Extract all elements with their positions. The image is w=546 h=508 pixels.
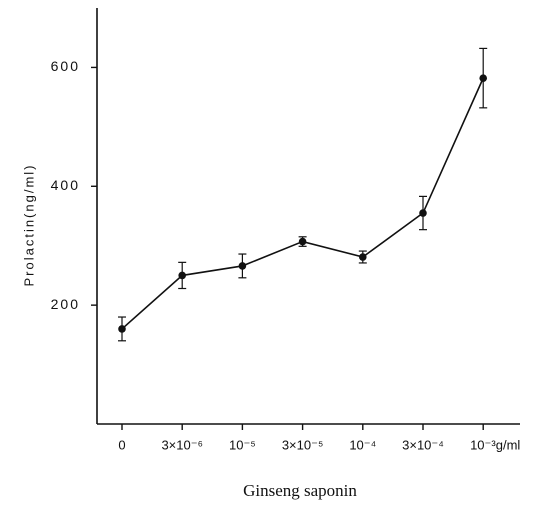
data-point — [118, 325, 126, 333]
y-tick-label: 600 — [51, 58, 80, 74]
x-tick-label: 0 — [118, 437, 125, 452]
x-tick-label: 3×10⁻⁵ — [282, 437, 324, 452]
y-tick-label: 400 — [51, 177, 80, 193]
data-line — [121, 77, 484, 330]
x-tick-label: 10⁻³g/ml — [470, 437, 520, 452]
data-point — [238, 262, 247, 270]
y-tick-label: 200 — [51, 296, 80, 312]
data-point — [298, 237, 307, 246]
data-point — [178, 271, 186, 280]
x-tick-label: 10⁻⁴ — [349, 437, 376, 452]
data-point — [419, 209, 427, 217]
x-axis-label: Ginseng saponin — [243, 481, 357, 500]
x-tick-label: 3×10⁻⁴ — [402, 437, 444, 452]
y-axis-label: Prolactin(ng/ml) — [21, 163, 36, 286]
x-tick-label: 10⁻⁵ — [229, 437, 256, 452]
data-point — [479, 74, 488, 82]
x-tick-label: 3×10⁻⁶ — [161, 437, 203, 452]
data-point — [359, 253, 367, 261]
